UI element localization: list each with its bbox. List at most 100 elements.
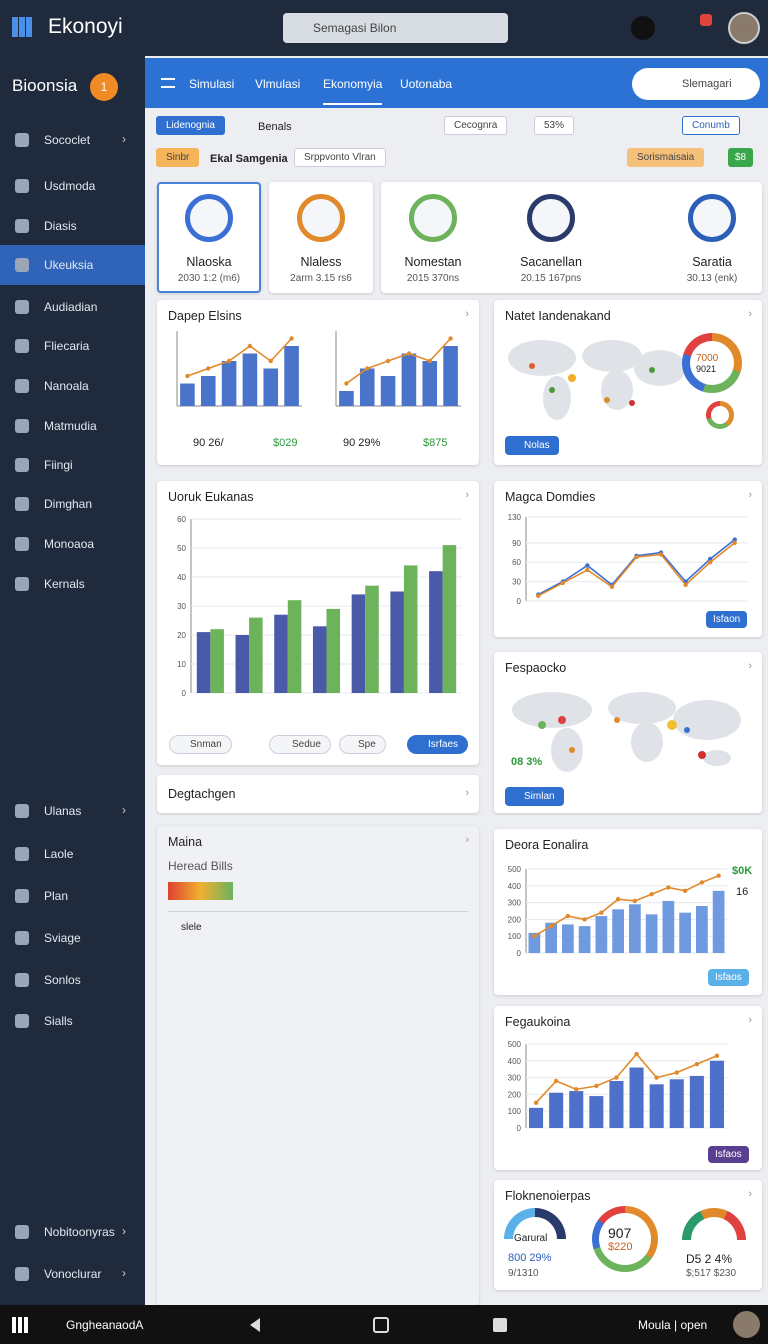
toolbar-button[interactable]: Sinbr <box>156 148 200 167</box>
tab[interactable]: Ekonomyia <box>323 77 383 105</box>
home-button[interactable] <box>373 1317 389 1333</box>
link[interactable]: slele <box>181 922 202 933</box>
panel-button[interactable]: Isfaos <box>708 969 749 986</box>
nav-item[interactable]: Nobitoonyras <box>44 1225 115 1239</box>
panel-title: Natet Iandenakand <box>505 309 611 323</box>
nav-item[interactable]: Sialls <box>44 1014 73 1028</box>
nav-item[interactable]: Diasis <box>44 219 77 233</box>
nav-item[interactable]: Fiingi <box>44 458 73 472</box>
menu-icon[interactable] <box>12 17 32 37</box>
tab[interactable]: Uotonaba <box>400 77 453 91</box>
bottom-user[interactable]: Moula | open <box>638 1318 708 1332</box>
tab[interactable]: Simulasi <box>189 77 235 91</box>
y-tick-label: 30 <box>177 602 186 611</box>
point <box>574 1087 579 1092</box>
panel-title: Uoruk Eukanas <box>168 490 254 504</box>
y-tick-label: 20 <box>177 631 186 640</box>
point <box>385 358 391 364</box>
nav-item[interactable]: Monoaoa <box>44 537 95 551</box>
y-tick-label: 0 <box>517 597 522 606</box>
nav-item[interactable]: Sococlet <box>44 133 91 147</box>
map <box>512 692 741 772</box>
panel-button[interactable]: Spe <box>339 735 386 754</box>
nav-item[interactable]: Plan <box>44 889 69 903</box>
panel-button[interactable]: Simlan <box>505 787 564 806</box>
card-subtitle: 20.15 167pns <box>520 273 582 284</box>
toolbar-button[interactable]: Sorismaisaia <box>627 148 705 167</box>
search-box[interactable]: Semagasi Bilon <box>283 13 508 43</box>
back-button[interactable] <box>250 1318 260 1332</box>
panel-button[interactable]: Snman <box>169 735 232 754</box>
tab[interactable]: Vlmulasi <box>255 77 301 91</box>
avatar[interactable] <box>728 12 760 44</box>
card-icon <box>297 194 345 242</box>
point <box>226 358 232 364</box>
line <box>345 337 452 385</box>
toolbar-item[interactable]: Ekal Samgenia <box>210 153 288 165</box>
gauge-value: D5 2 4% <box>686 1252 733 1266</box>
nav-item[interactable]: Usdmoda <box>44 179 96 193</box>
card-title: Nlaless <box>300 255 342 269</box>
toolbar-button[interactable]: Conumb <box>682 116 740 135</box>
bottom-link[interactable]: GngheanaodA <box>66 1318 144 1332</box>
toolbar-button[interactable]: 53% <box>534 116 575 135</box>
gauge <box>682 1208 746 1240</box>
y-tick-label: 200 <box>508 1090 522 1099</box>
panel-title: Degtachgen <box>168 787 236 801</box>
nav-item[interactable]: Ukeuksia <box>44 258 94 272</box>
nav-item[interactable]: Sonlos <box>44 973 81 987</box>
panel-button[interactable]: Nolas <box>505 436 559 455</box>
card-title: Sacanellan <box>520 255 582 269</box>
point <box>634 554 639 560</box>
nav-item[interactable]: Fliecaria <box>44 339 90 353</box>
bar <box>569 1091 584 1128</box>
y-tick-label: 30 <box>512 578 521 587</box>
apps-icon[interactable] <box>12 1317 28 1333</box>
header-button-text: Slemagari <box>682 78 732 90</box>
panel-button[interactable]: Isfaon <box>706 611 748 628</box>
toolbar-button[interactable]: $8 <box>728 148 754 167</box>
toolbar-button[interactable]: Srppvonto Vlran <box>294 148 386 167</box>
avatar[interactable] <box>733 1311 760 1338</box>
recent-button[interactable] <box>493 1318 507 1332</box>
line <box>535 1052 718 1104</box>
menu-icon[interactable] <box>161 78 175 88</box>
bottom-bar: GngheanaodA Moula | open <box>0 1305 768 1344</box>
bar <box>595 916 608 953</box>
toolbar-button[interactable]: Lidenognia <box>156 116 225 135</box>
panel-button[interactable]: Isfaos <box>708 1146 749 1163</box>
y-tick-label: 100 <box>508 1107 522 1116</box>
notification[interactable] <box>700 14 712 26</box>
icon <box>15 537 29 551</box>
toolbar-button[interactable]: Cecognra <box>444 116 508 135</box>
panel-subtitle: Heread Bills <box>168 859 233 873</box>
card-icon <box>185 194 233 242</box>
nav-item[interactable]: Dimghan <box>44 497 93 511</box>
point <box>674 1070 679 1075</box>
gradient-bar <box>168 882 233 900</box>
nav-item[interactable]: Sviage <box>44 931 81 945</box>
panel-button[interactable]: Isrfaes <box>407 735 469 754</box>
nav-item[interactable]: Vonoclurar <box>44 1267 102 1281</box>
point <box>247 343 253 349</box>
card-title: Nomestan <box>404 255 462 269</box>
point <box>548 923 554 929</box>
panel[interactable]: Degtachgen › <box>157 775 479 813</box>
badge: 1 <box>90 73 118 101</box>
stat: 90 26/ <box>193 437 224 449</box>
toolbar-item[interactable]: Benals <box>258 121 292 133</box>
y-tick-label: 0 <box>182 689 187 698</box>
nav-item[interactable]: Audiadian <box>44 300 98 314</box>
bar <box>649 1084 664 1128</box>
gauge-label: Garural <box>514 1233 548 1244</box>
icon[interactable] <box>631 16 655 40</box>
nav-item[interactable]: Kernals <box>44 577 85 591</box>
panel-button[interactable]: Sedue <box>269 735 331 754</box>
nav-item[interactable]: Matmudia <box>44 419 97 433</box>
point <box>609 584 615 589</box>
bar <box>221 361 237 406</box>
nav-item[interactable]: Nanoala <box>44 379 89 393</box>
nav-item[interactable]: Laole <box>44 847 74 861</box>
nav-item[interactable]: Ulanas <box>44 804 82 818</box>
header-button[interactable]: Slemagari <box>632 68 760 100</box>
